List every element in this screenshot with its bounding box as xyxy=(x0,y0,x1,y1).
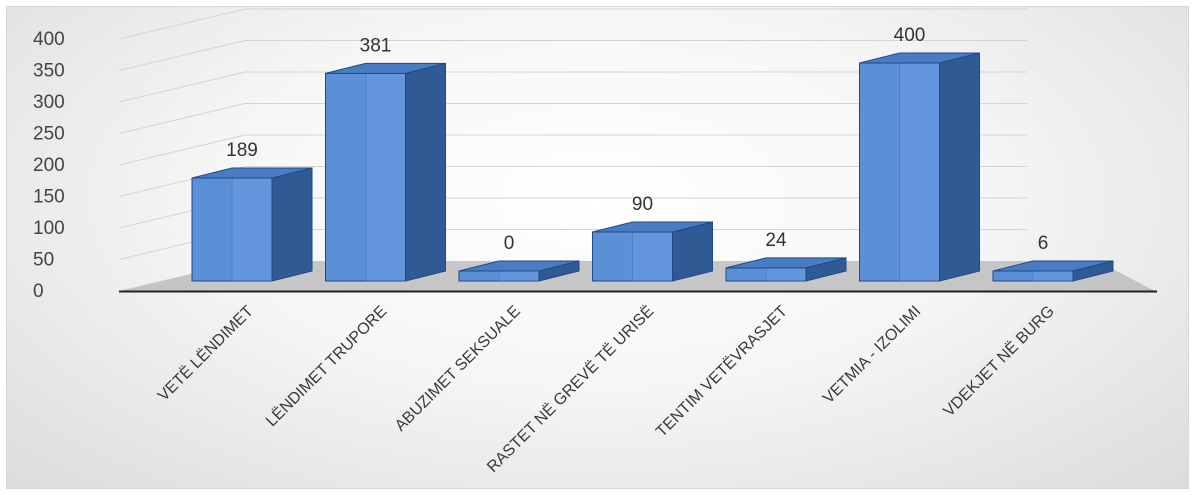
data-label: 90 xyxy=(632,194,653,215)
gridline xyxy=(118,134,1027,166)
y-tick-label: 250 xyxy=(33,124,65,145)
y-tick-label: 300 xyxy=(33,92,65,113)
y-axis: 0 50 100 150 200 250 300 350 400 xyxy=(33,29,65,302)
y-tick-label: 350 xyxy=(33,61,65,82)
x-axis-labels: VETË LËNDIMET LËNDIMET TRUPORE ABUZIMET SE… xyxy=(154,302,1058,476)
category-label: LËNDIMET TRUPORE xyxy=(262,302,390,430)
bar xyxy=(859,52,980,282)
gridline xyxy=(118,40,1027,71)
data-labels: 189 381 0 90 24 400 6 xyxy=(226,25,1048,254)
data-label: 6 xyxy=(1038,233,1049,254)
bar xyxy=(725,257,847,282)
bar-chart-3d: 0 50 100 150 200 250 300 350 400 189 381 0 90 24 400 6… xyxy=(33,8,1157,476)
gridline xyxy=(118,166,1027,197)
category-label: ABUZIMET SEKSUALE xyxy=(392,303,524,435)
y-tick-label: 100 xyxy=(33,218,65,239)
gridline xyxy=(118,103,1027,134)
y-tick-label: 150 xyxy=(33,187,65,208)
y-tick-label: 400 xyxy=(33,29,65,50)
bar xyxy=(992,260,1114,282)
category-label: VDEKJET NË BURG xyxy=(940,302,1058,420)
bar xyxy=(325,62,446,282)
data-label: 189 xyxy=(226,140,258,161)
data-label: 24 xyxy=(765,230,787,251)
y-tick-label: 200 xyxy=(33,155,65,176)
bar xyxy=(191,167,313,282)
bar xyxy=(592,221,713,282)
category-label: VETË LËNDIMET xyxy=(154,302,257,405)
bar xyxy=(458,260,580,282)
category-label: TENTIM VETËVRASJET xyxy=(652,302,791,441)
data-label: 400 xyxy=(894,25,926,46)
gridline xyxy=(118,8,1027,40)
y-tick-label: 0 xyxy=(33,281,44,302)
bars xyxy=(191,52,1114,282)
data-label: 381 xyxy=(360,35,392,56)
gridline xyxy=(118,71,1027,103)
y-tick-label: 50 xyxy=(33,250,54,271)
category-label: VETMIA - IZOLIMI xyxy=(820,303,924,407)
data-label: 0 xyxy=(504,233,515,254)
chart-area: 0 50 100 150 200 250 300 350 400 189 381 0 90 24 400 6… xyxy=(6,6,1189,489)
